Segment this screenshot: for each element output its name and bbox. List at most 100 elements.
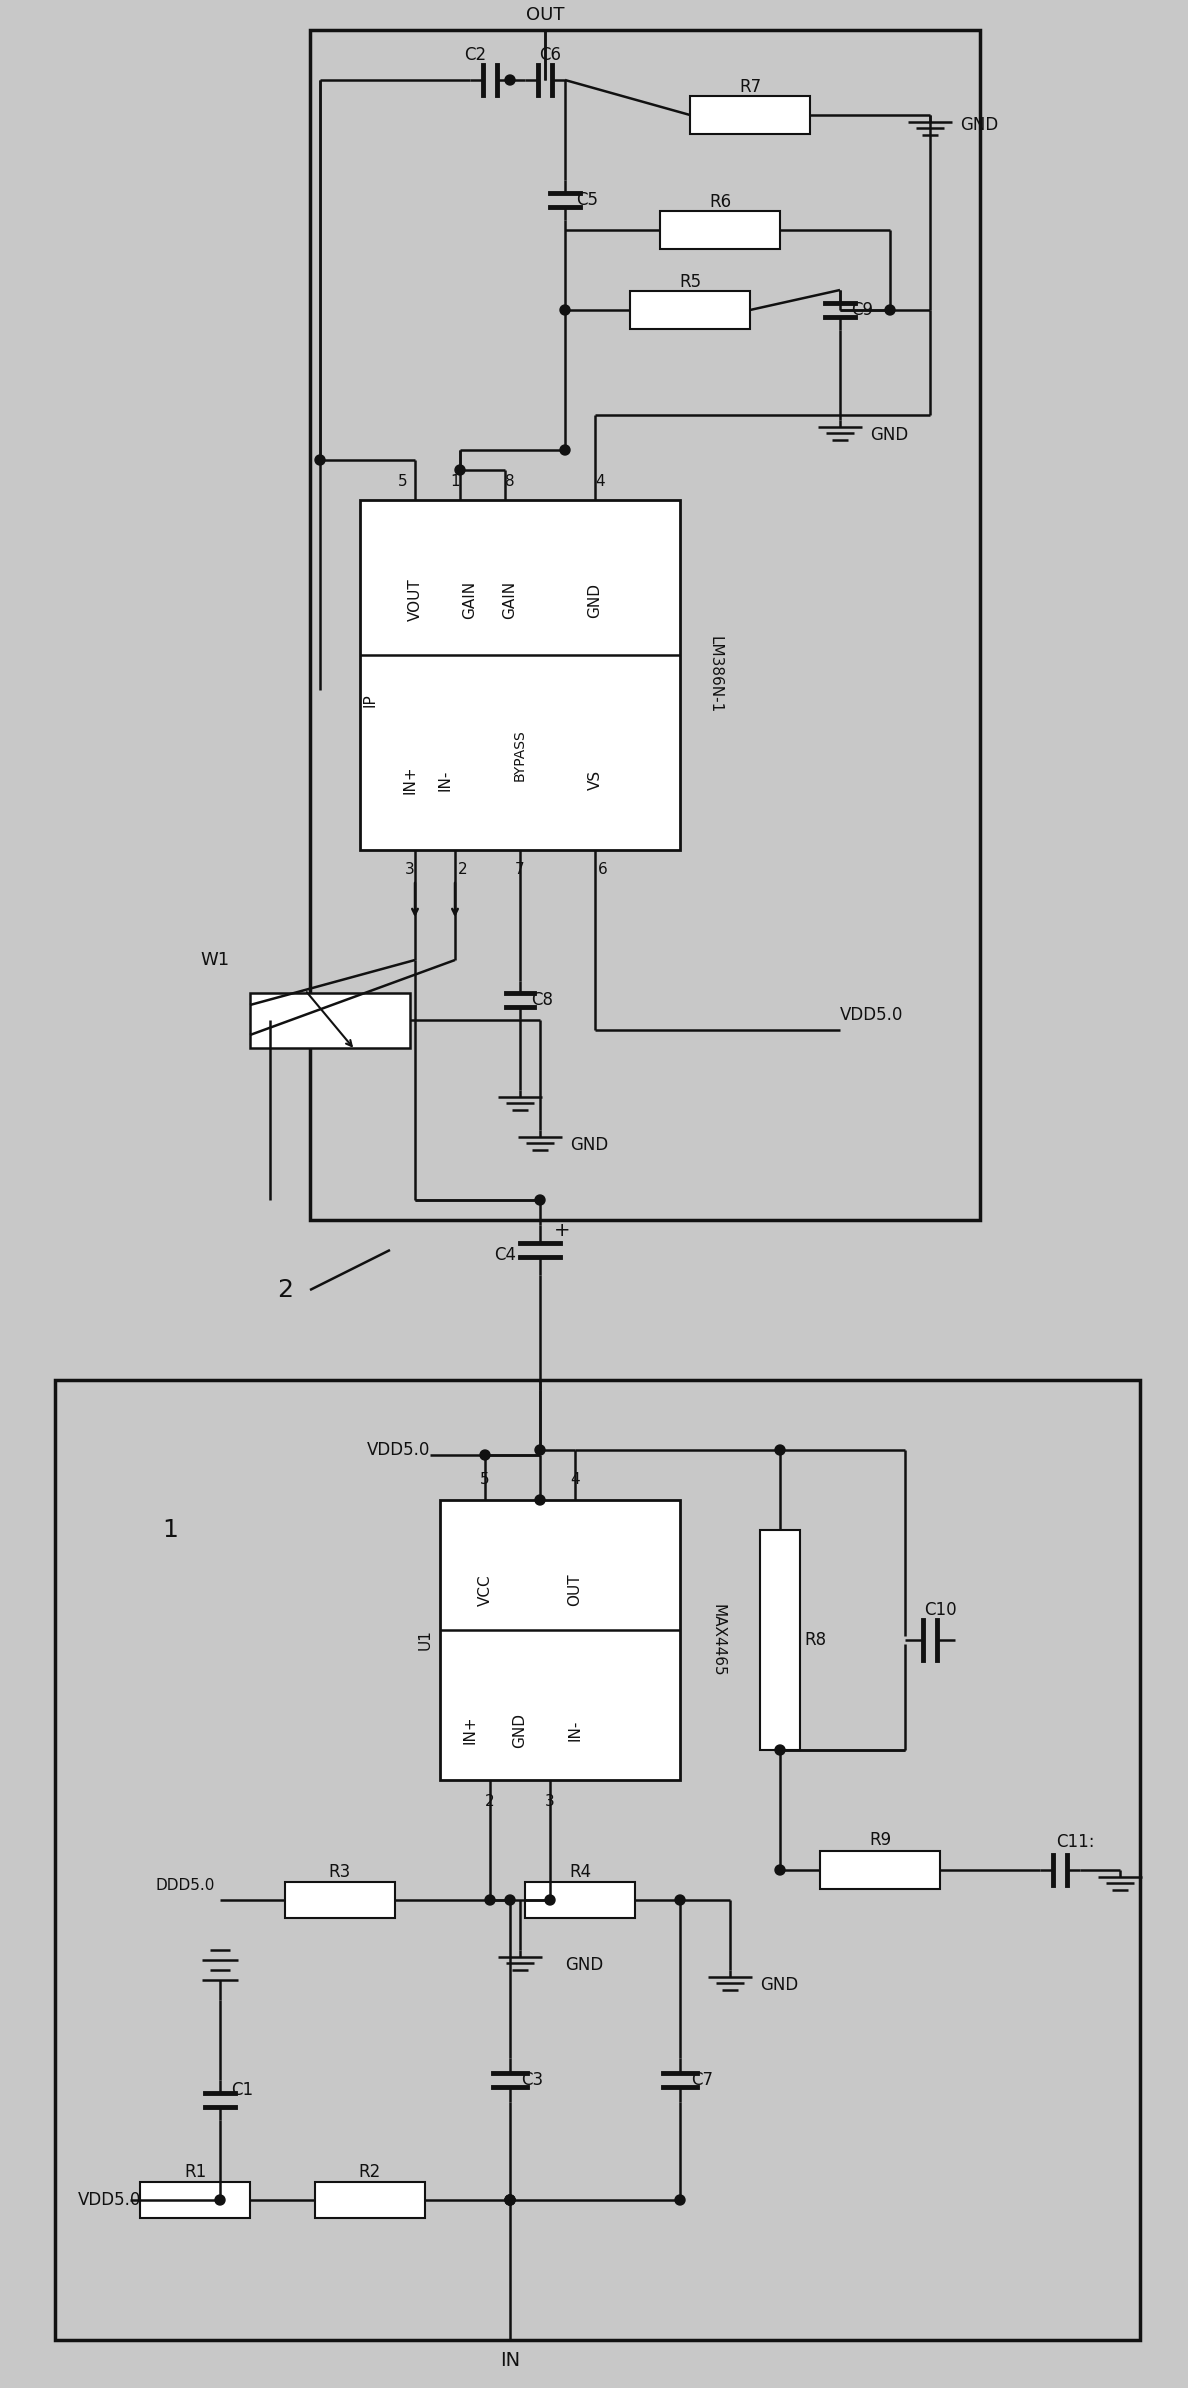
Text: R9: R9 [868, 1832, 891, 1848]
Bar [760, 1531, 800, 1750]
Text: 1: 1 [450, 475, 460, 490]
Circle shape [485, 1896, 495, 1906]
Bar [690, 96, 810, 134]
Text: DDD5.0: DDD5.0 [156, 1877, 215, 1894]
Text: VDD5.0: VDD5.0 [840, 1005, 903, 1024]
Bar [661, 210, 781, 248]
Text: C11:: C11: [1056, 1834, 1094, 1851]
Text: C5: C5 [576, 191, 598, 210]
Circle shape [885, 306, 895, 315]
Bar [55, 1380, 1140, 2340]
Circle shape [505, 2195, 516, 2204]
Circle shape [675, 2195, 685, 2204]
Bar [315, 2183, 425, 2218]
Bar [140, 2183, 249, 2218]
Text: VDD5.0: VDD5.0 [78, 2192, 141, 2209]
Text: R2: R2 [359, 2164, 381, 2180]
Circle shape [535, 1495, 545, 1504]
Bar [820, 1851, 940, 1889]
Text: 3: 3 [405, 862, 415, 876]
Bar [360, 499, 680, 850]
Circle shape [675, 1896, 685, 1906]
Text: GND: GND [588, 583, 602, 618]
Text: VS: VS [588, 769, 602, 790]
Bar [630, 291, 750, 330]
Text: VDD5.0: VDD5.0 [367, 1440, 430, 1459]
Text: GND: GND [565, 1956, 604, 1975]
Text: 2: 2 [459, 862, 468, 876]
Circle shape [775, 1865, 785, 1875]
Bar [310, 31, 980, 1220]
Text: R8: R8 [804, 1631, 826, 1650]
Text: 2: 2 [277, 1278, 293, 1301]
Text: C9: C9 [851, 301, 873, 320]
Text: C1: C1 [230, 2080, 253, 2099]
Circle shape [775, 1445, 785, 1454]
Text: 6: 6 [598, 862, 608, 876]
Text: BYPASS: BYPASS [513, 728, 527, 781]
Circle shape [505, 1896, 516, 1906]
Text: GND: GND [870, 425, 909, 444]
Circle shape [215, 2195, 225, 2204]
Text: 1: 1 [162, 1519, 178, 1543]
Circle shape [560, 444, 570, 456]
Bar [525, 1882, 636, 1918]
Bar [440, 1500, 680, 1779]
Text: 2: 2 [485, 1793, 495, 1810]
Circle shape [455, 466, 465, 475]
Text: R7: R7 [739, 79, 762, 96]
Text: +: + [554, 1220, 570, 1239]
Text: GND: GND [570, 1137, 608, 1153]
Text: R5: R5 [678, 272, 701, 291]
Text: R4: R4 [569, 1863, 592, 1882]
Text: OUT: OUT [526, 7, 564, 24]
Text: IN-: IN- [568, 1719, 582, 1741]
Text: IN+: IN+ [403, 767, 417, 795]
Circle shape [315, 456, 326, 466]
Text: R6: R6 [709, 193, 731, 210]
Bar [285, 1882, 394, 1918]
Circle shape [560, 306, 570, 315]
Text: R1: R1 [184, 2164, 207, 2180]
Text: C10: C10 [924, 1600, 956, 1619]
Circle shape [505, 2195, 516, 2204]
Text: W1: W1 [201, 950, 229, 970]
Text: C6: C6 [539, 45, 561, 64]
Text: R3: R3 [329, 1863, 352, 1882]
Text: GND: GND [760, 1975, 798, 1994]
Text: VOUT: VOUT [407, 578, 423, 621]
Text: C2: C2 [465, 45, 486, 64]
Text: VCC: VCC [478, 1574, 493, 1605]
Circle shape [505, 2195, 516, 2204]
Circle shape [505, 74, 516, 86]
Text: 8: 8 [505, 475, 514, 490]
Circle shape [535, 1194, 545, 1206]
Text: GAIN: GAIN [462, 580, 478, 618]
Text: GND: GND [512, 1712, 527, 1748]
Circle shape [535, 1445, 545, 1454]
Bar [249, 993, 410, 1048]
Text: 4: 4 [570, 1473, 580, 1488]
Text: GND: GND [960, 117, 998, 134]
Text: C3: C3 [520, 2070, 543, 2090]
Text: IN: IN [500, 2350, 520, 2369]
Circle shape [480, 1450, 489, 1459]
Text: LM386N-1: LM386N-1 [708, 635, 722, 714]
Text: OUT: OUT [568, 1574, 582, 1607]
Text: C7: C7 [691, 2070, 713, 2090]
Text: U1: U1 [417, 1629, 432, 1650]
Text: 3: 3 [545, 1793, 555, 1810]
Text: IN+: IN+ [462, 1715, 478, 1743]
Text: C8: C8 [531, 991, 552, 1010]
Text: GAIN: GAIN [503, 580, 518, 618]
Text: C4: C4 [494, 1247, 516, 1263]
Text: 5: 5 [398, 475, 407, 490]
Circle shape [545, 1896, 555, 1906]
Text: IN-: IN- [437, 769, 453, 790]
Circle shape [775, 1746, 785, 1755]
Text: 7: 7 [516, 862, 525, 876]
Text: 5: 5 [480, 1473, 489, 1488]
Text: IP: IP [362, 693, 378, 707]
Text: 4: 4 [595, 475, 605, 490]
Text: MAX4465: MAX4465 [710, 1605, 726, 1676]
